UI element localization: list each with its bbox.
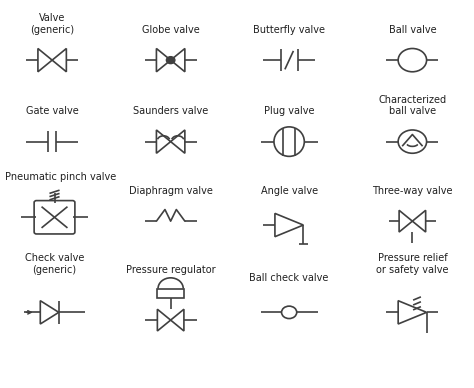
Text: Pressure relief
or safety valve: Pressure relief or safety valve — [376, 253, 448, 275]
Text: Diaphragm valve: Diaphragm valve — [129, 186, 212, 196]
Text: Pressure regulator: Pressure regulator — [126, 265, 216, 275]
Text: Valve
(generic): Valve (generic) — [30, 13, 74, 35]
Text: Plug valve: Plug valve — [264, 106, 314, 116]
Circle shape — [166, 57, 175, 64]
Text: Pneumatic pinch valve: Pneumatic pinch valve — [5, 172, 116, 182]
Text: Butterfly valve: Butterfly valve — [253, 25, 325, 35]
Text: Gate valve: Gate valve — [26, 106, 79, 116]
Bar — [157, 289, 184, 298]
Text: Three-way valve: Three-way valve — [372, 186, 453, 196]
Text: Ball valve: Ball valve — [389, 25, 436, 35]
Text: Check valve
(generic): Check valve (generic) — [25, 253, 84, 275]
Text: Angle valve: Angle valve — [261, 186, 318, 196]
Text: Characterized
ball valve: Characterized ball valve — [378, 95, 447, 116]
Circle shape — [282, 306, 297, 319]
Text: Globe valve: Globe valve — [142, 25, 200, 35]
Text: Saunders valve: Saunders valve — [133, 106, 208, 116]
Text: Ball check valve: Ball check valve — [249, 273, 329, 283]
